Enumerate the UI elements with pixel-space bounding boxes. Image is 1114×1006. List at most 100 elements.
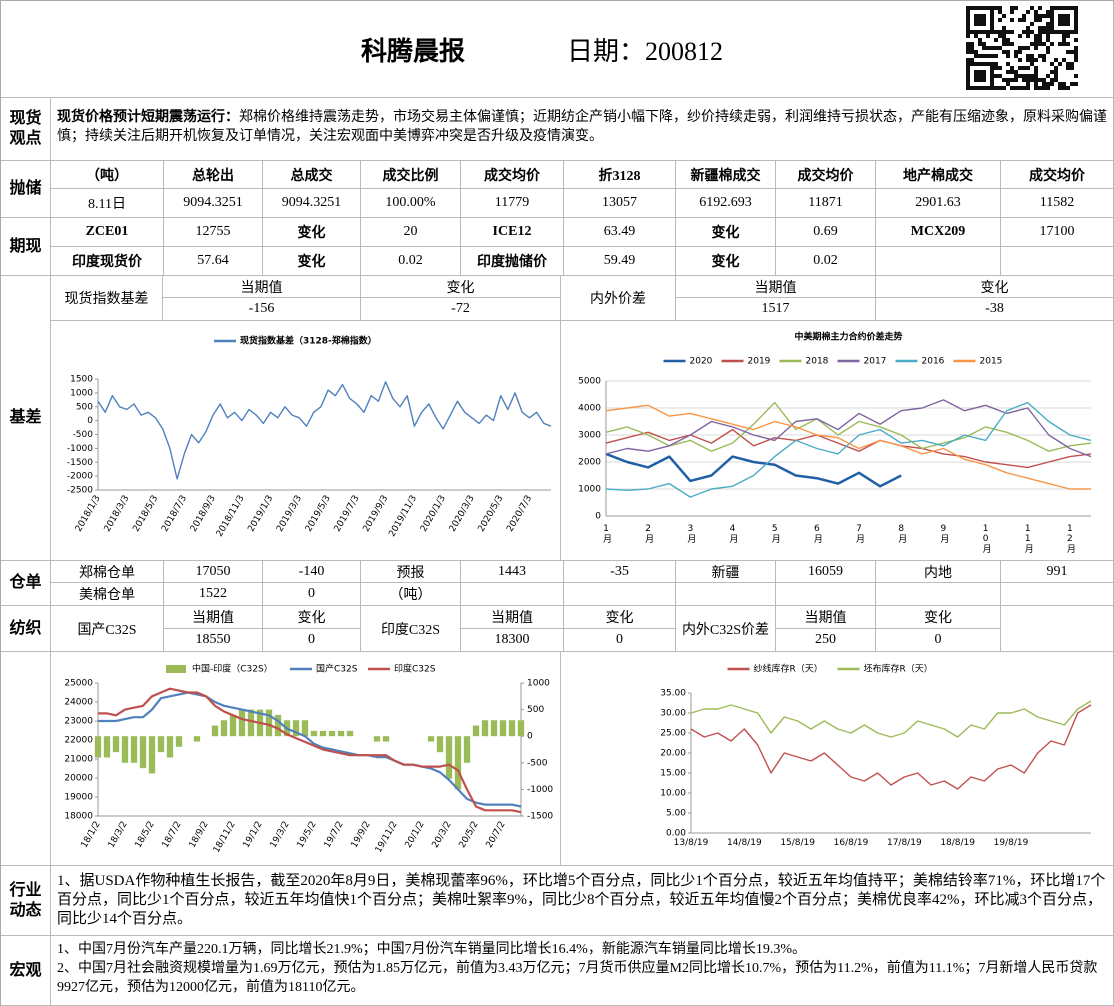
bar [292, 720, 300, 737]
qr-module [1014, 70, 1018, 74]
section-label: 宏观 [1, 936, 51, 1006]
table-cell: 内外C32S价差 [676, 606, 776, 652]
chart-frame [51, 652, 561, 866]
qr-module [1050, 22, 1054, 26]
table-cell [1001, 583, 1114, 606]
qr-module [994, 54, 998, 58]
table-cell: 内外价差 [561, 276, 676, 321]
qr-module [1038, 18, 1042, 22]
qr-module [1026, 34, 1030, 38]
table-cell: 国产C32S [51, 606, 164, 652]
qr-module [1030, 78, 1034, 82]
table-cell: 16059 [776, 561, 876, 583]
qr-module [990, 30, 994, 34]
x-tick-label: 3月 [685, 524, 696, 544]
x-tick-label: 17/8/19 [887, 838, 922, 848]
qr-module [1074, 6, 1078, 10]
line-series [605, 399, 1092, 458]
qr-module [978, 86, 982, 90]
qr-module [978, 42, 982, 46]
qr-module [1062, 38, 1066, 42]
qr-module [1014, 54, 1018, 58]
qr-module [974, 6, 978, 10]
qr-module [1006, 70, 1010, 74]
x-tick-label: 2020/7/3 [505, 494, 534, 534]
y-tick-label: 24000 [64, 698, 93, 708]
qr-module [1058, 86, 1062, 90]
section-label: 行业动态 [1, 866, 51, 936]
qr-module [974, 78, 978, 82]
qr-module [1046, 82, 1050, 86]
qr-module [1050, 62, 1054, 66]
qr-module [1050, 30, 1054, 34]
qr-module [1006, 82, 1010, 86]
qr-module [1018, 74, 1022, 78]
bar [211, 725, 219, 737]
qr-module [1074, 46, 1078, 50]
line-series [690, 704, 1092, 790]
x-tick-label: 14/8/19 [727, 838, 762, 848]
qr-module [1050, 6, 1054, 10]
qr-module [1010, 30, 1014, 34]
legend-label: 2016 [922, 357, 945, 367]
x-tick-label: 2018/3/3 [103, 494, 132, 534]
qr-module [1034, 34, 1038, 38]
x-tick-label: 2019/7/3 [333, 494, 362, 534]
bar [193, 736, 201, 742]
qr-module [990, 10, 994, 14]
y-tick-label: 0.00 [666, 829, 686, 839]
qr-module [1034, 14, 1038, 18]
qr-module [990, 70, 994, 74]
qr-module [1058, 42, 1062, 46]
x-tick-label: 7月 [854, 524, 865, 544]
qr-module [966, 10, 970, 14]
qr-module [990, 82, 994, 86]
qr-module [982, 78, 986, 82]
qr-module [1042, 54, 1046, 58]
qr-module [1038, 86, 1042, 90]
qr-module [1074, 74, 1078, 78]
summary-heading: 现货价格预计短期震荡运行： [57, 110, 239, 125]
qr-module [1006, 78, 1010, 82]
y-tick-label: 0 [527, 732, 533, 742]
qr-module [1002, 50, 1006, 54]
qr-module [990, 14, 994, 18]
macro-line: 1、中国7月份汽车产量220.1万辆，同比增长21.9%；中国7月份汽车销量同比… [57, 942, 806, 957]
bar [112, 736, 120, 753]
qr-module [1050, 70, 1054, 74]
qr-module [1030, 6, 1034, 10]
qr-module [970, 58, 974, 62]
qr-module [966, 30, 970, 34]
qr-module [1050, 42, 1054, 46]
qr-module [1062, 14, 1066, 18]
qr-module [970, 62, 974, 66]
qr-module [1066, 22, 1070, 26]
legend-label: 现货指数基差（3128-郑棉指数） [240, 335, 377, 347]
qr-module [1074, 38, 1078, 42]
qr-module [1050, 10, 1054, 14]
qr-module [1014, 78, 1018, 82]
x-tick-label: 19/5/2 [296, 820, 319, 850]
qr-module [990, 22, 994, 26]
qr-module [986, 34, 990, 38]
bar [499, 720, 507, 737]
table-cell: 变化 [263, 218, 361, 247]
qr-module [966, 26, 970, 30]
qr-module [1006, 42, 1010, 46]
table-cell: 成交比例 [361, 161, 461, 189]
bar [247, 709, 255, 737]
bar [454, 736, 462, 790]
x-tick-label: 16/8/19 [834, 838, 869, 848]
table-cell: 变化 [361, 276, 561, 298]
qr-module [966, 70, 970, 74]
summary-body: 郑棉价格维持震荡走势，市场交易主体偏谨慎；近期纺企产销小幅下降，纱价持续走弱，利… [57, 110, 1107, 144]
bar [463, 736, 471, 763]
qr-module [966, 50, 970, 54]
qr-module [974, 54, 978, 58]
qr-module [978, 78, 982, 82]
qr-module [998, 86, 1002, 90]
qr-module [1034, 18, 1038, 22]
y-tick-label: 23000 [64, 717, 93, 727]
qr-module [1054, 6, 1058, 10]
qr-module [970, 46, 974, 50]
